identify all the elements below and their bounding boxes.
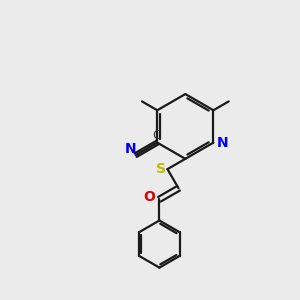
Text: N: N <box>125 142 137 156</box>
Text: C: C <box>152 129 161 142</box>
Text: S: S <box>156 162 166 176</box>
Text: O: O <box>143 190 155 204</box>
Text: N: N <box>217 136 229 150</box>
